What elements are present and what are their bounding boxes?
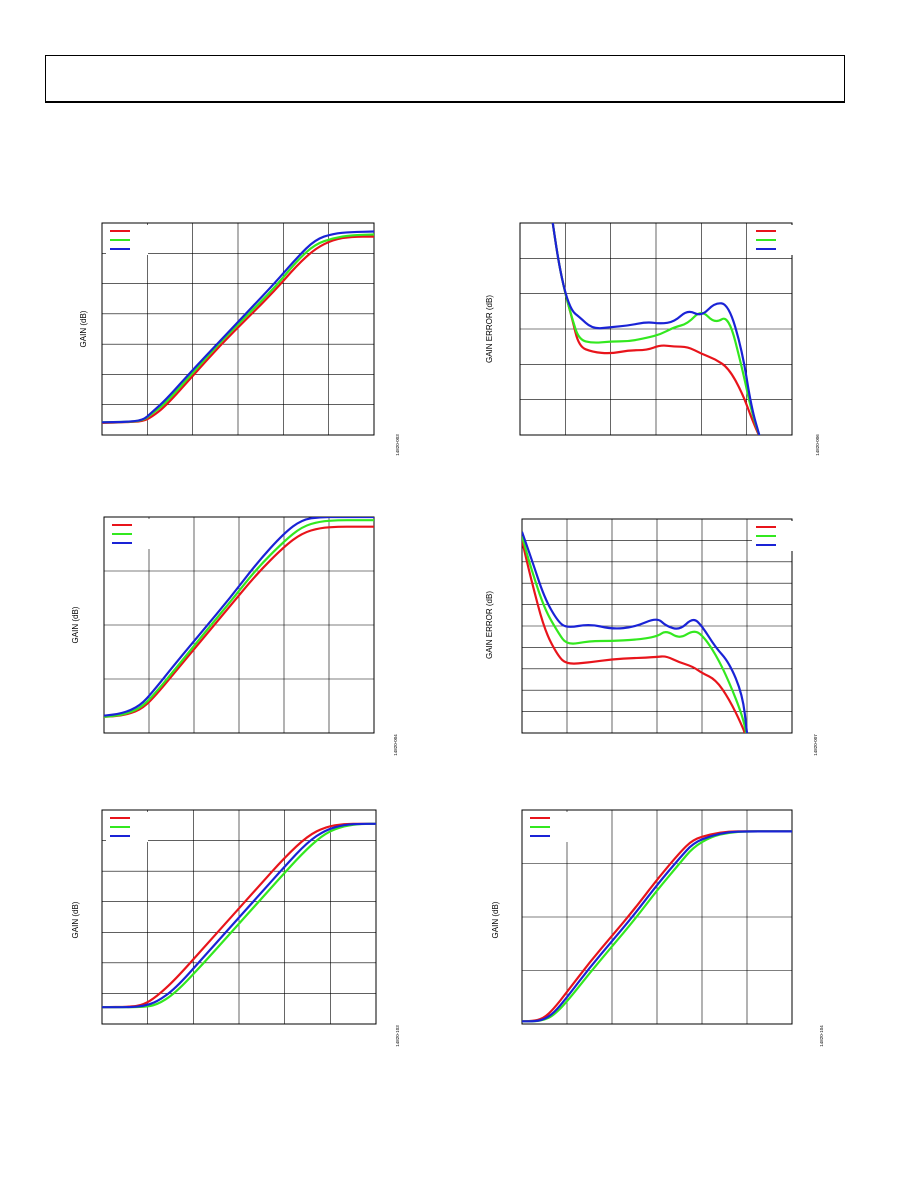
chart-mid-left: GAIN (dB) 14820-004: [60, 505, 410, 775]
series-line-blue: [522, 830, 792, 1023]
plot-area: [521, 518, 793, 734]
chart-top-left: GAIN (dB) 14820-003: [60, 205, 410, 475]
legend: [106, 225, 148, 255]
chart-bottom-left: GAIN (dB) 14820-103: [60, 800, 410, 1070]
figure-id: 14820-104: [819, 1025, 824, 1047]
series-line-blue: [102, 822, 376, 1009]
series-line-blue: [522, 531, 749, 733]
figure-id: 14820-103: [395, 1025, 400, 1047]
plot-area: [103, 516, 375, 734]
legend: [108, 519, 150, 549]
legend: [752, 521, 794, 551]
y-axis-label: GAIN ERROR (dB): [485, 295, 494, 363]
chart-svg: GAIN ERROR (dB) 14820-006: [485, 222, 820, 456]
plot-frame: [101, 809, 377, 1025]
series-line-red: [104, 525, 374, 718]
plot-frame: [101, 222, 375, 436]
series-line-red: [522, 540, 746, 733]
plot-frame: [103, 516, 375, 734]
figure-id: 14820-006: [815, 434, 820, 456]
series-line-blue: [102, 230, 374, 424]
chart-svg: GAIN (dB) 14820-004: [71, 516, 398, 756]
figure-id: 14820-003: [395, 434, 400, 456]
series-line-green: [104, 519, 374, 718]
plot-area: [101, 809, 377, 1025]
figure-id: 14820-007: [813, 734, 818, 756]
chart-mid-right: GAIN ERROR (dB) 14820-007: [480, 505, 830, 775]
series-line-blue: [551, 223, 761, 435]
chart-svg: GAIN ERROR (dB) 14820-007: [485, 518, 818, 756]
y-axis-label: GAIN (dB): [71, 901, 80, 938]
chart-svg: GAIN (dB) 14820-003: [79, 222, 400, 456]
chart-bottom-right: GAIN (dB) 14820-104: [480, 800, 830, 1070]
legend: [526, 812, 568, 842]
y-axis-label: GAIN (dB): [491, 901, 500, 938]
plot-area: [521, 809, 793, 1025]
legend: [752, 225, 794, 255]
plot-frame: [521, 809, 793, 1025]
series-line-green: [551, 223, 761, 435]
figure-id: 14820-004: [393, 734, 398, 756]
y-axis-label: GAIN ERROR (dB): [485, 591, 494, 659]
y-axis-label: GAIN (dB): [79, 310, 88, 347]
plot-frame: [521, 518, 793, 734]
chart-svg: GAIN (dB) 14820-104: [491, 809, 824, 1047]
chart-top-right: GAIN ERROR (dB) 14820-006: [480, 205, 830, 475]
plot-frame: [519, 222, 793, 436]
y-axis-label: GAIN (dB): [71, 606, 80, 643]
series-line-green: [522, 535, 748, 733]
page-header-box: [45, 55, 845, 103]
chart-svg: GAIN (dB) 14820-103: [71, 809, 400, 1047]
plot-area: [519, 222, 793, 436]
series-line-blue: [104, 517, 374, 717]
legend: [106, 812, 148, 842]
